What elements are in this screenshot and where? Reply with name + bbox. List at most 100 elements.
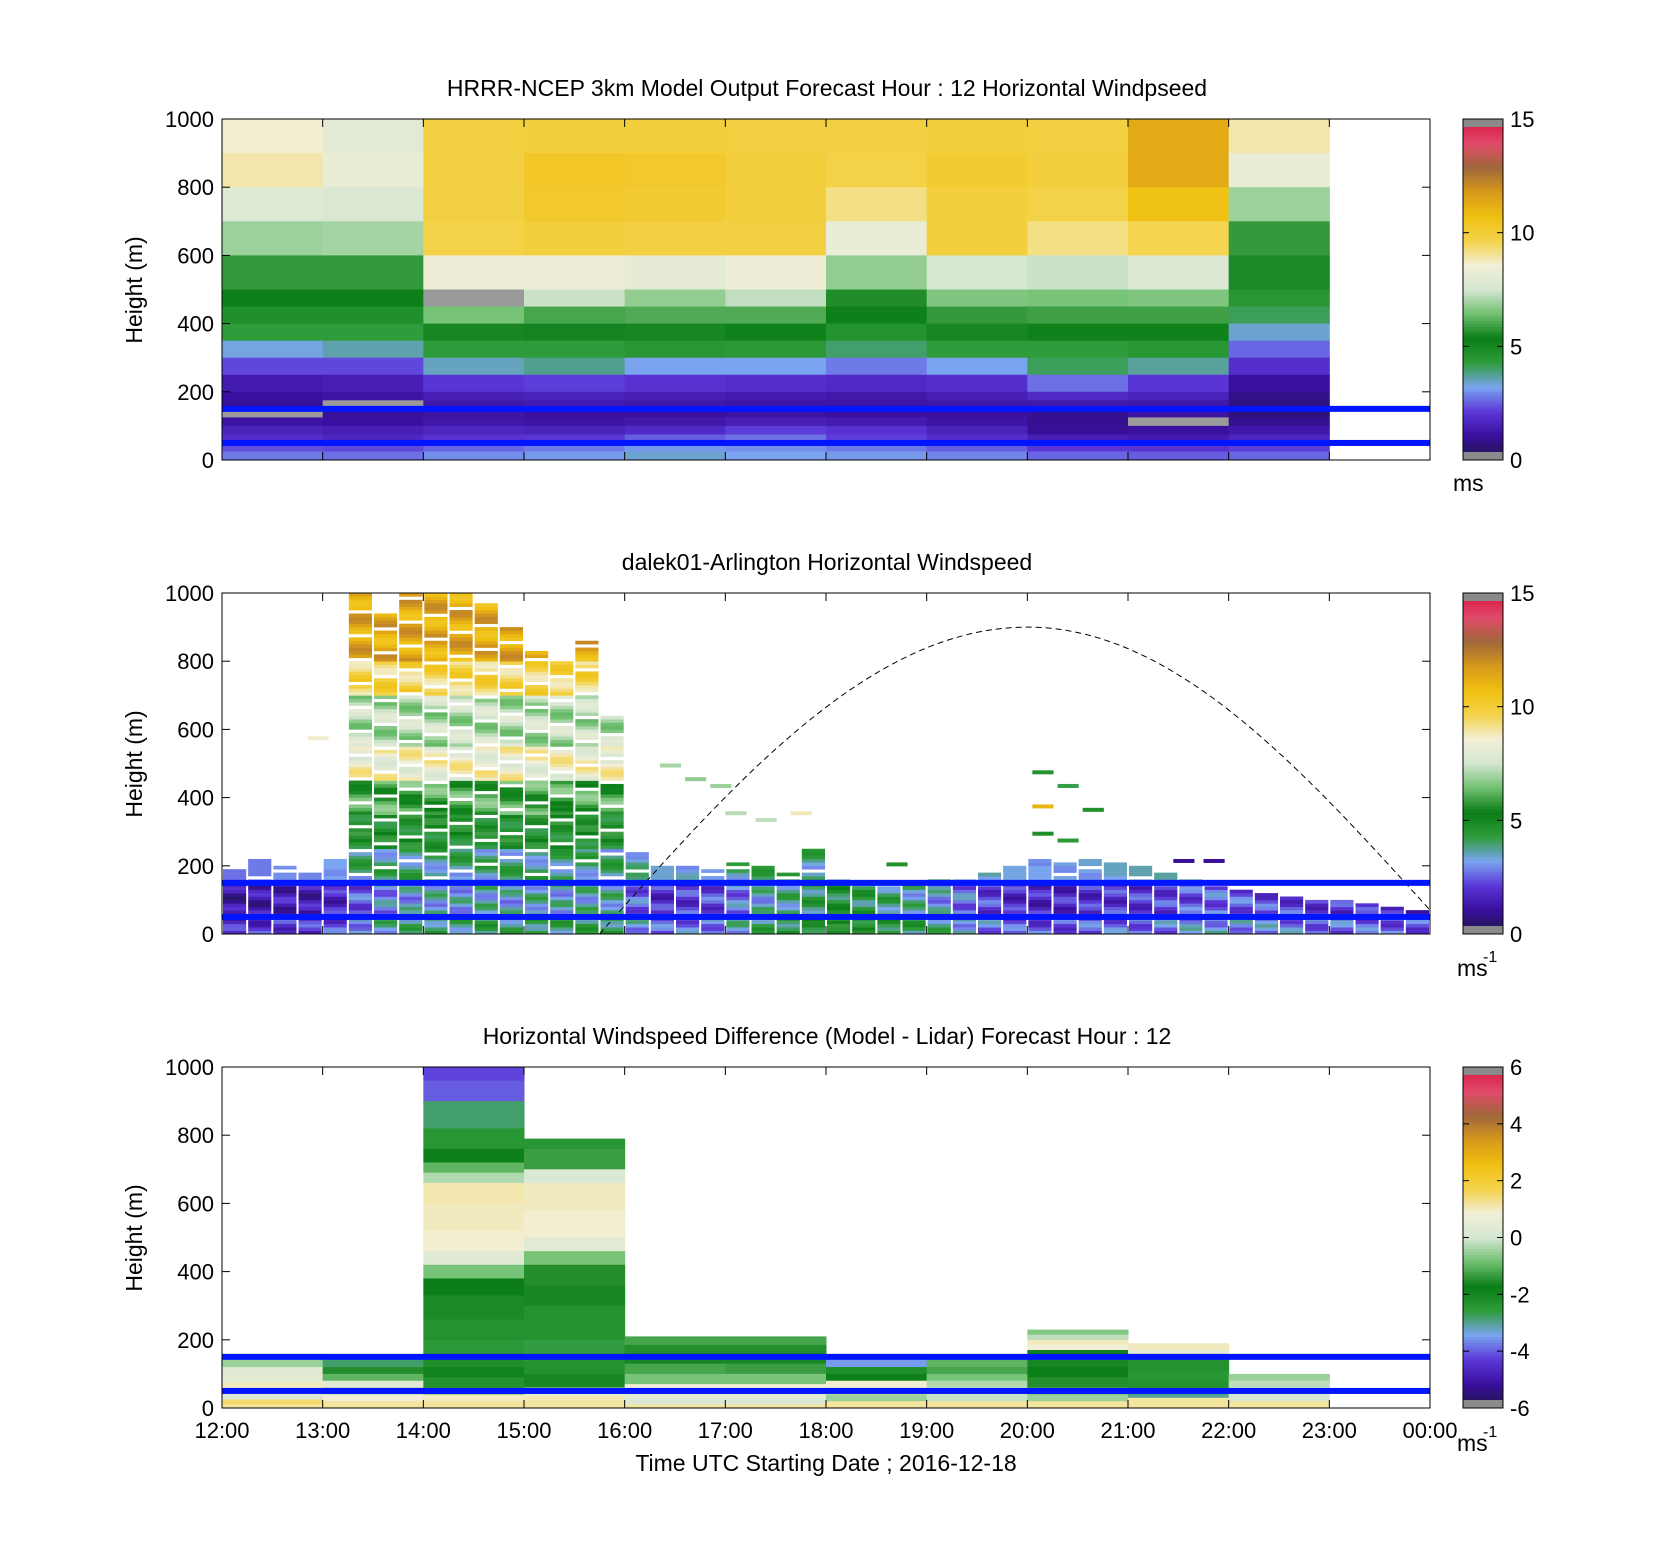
lidar-cell: [424, 889, 448, 894]
lidar-cell: [600, 722, 624, 727]
colorbar-segment: [1463, 366, 1503, 370]
lidar-cell: [550, 702, 574, 706]
lidar-cell: [273, 923, 297, 928]
lidar-cell: [575, 903, 599, 908]
model-cell: [826, 408, 928, 418]
colorbar-segment: [1463, 377, 1503, 381]
lidar-cell: [801, 862, 825, 867]
colorbar-segment: [1463, 1356, 1503, 1361]
lidar-cell: [827, 920, 851, 925]
lidar-cell: [348, 644, 372, 648]
lidar-cell: [676, 930, 700, 935]
colorbar-segment: [1463, 224, 1503, 228]
lidar-cell: [575, 869, 599, 873]
lidar-cell: [374, 637, 398, 642]
lidar-cell: [525, 865, 549, 870]
lidar-cell: [1204, 896, 1228, 901]
lidar-cell: [952, 910, 976, 914]
lidar-cell: [374, 821, 398, 826]
difference-cell: [725, 1390, 827, 1399]
lidar-cell: [575, 702, 599, 706]
lidar-cell: [525, 910, 549, 914]
lidar-cell: [348, 715, 372, 720]
lidar-cell: [1129, 899, 1153, 904]
difference-cell: [524, 1237, 626, 1252]
colorbar-segment: [1463, 400, 1503, 404]
lidar-cell: [726, 872, 750, 877]
y-tick-label: 200: [177, 380, 214, 405]
lidar-cell: [575, 923, 599, 928]
colorbar-segment: [1463, 760, 1503, 764]
model-cell: [826, 391, 928, 401]
lidar-cell: [1078, 872, 1102, 877]
lidar-cell: [374, 807, 398, 812]
lidar-return: [1057, 783, 1079, 788]
lidar-cell: [550, 766, 574, 771]
colorbar-segment: [1463, 1265, 1503, 1270]
lidar-cell: [399, 794, 423, 798]
lidar-cell: [424, 603, 448, 607]
lidar-cell: [575, 661, 599, 665]
lidar-cell: [1003, 865, 1027, 870]
lidar-cell: [575, 773, 599, 778]
model-cell: [1027, 357, 1129, 376]
lidar-cell: [550, 920, 574, 925]
lidar-cell: [474, 835, 498, 839]
lidar-cell: [600, 824, 624, 829]
lidar-cell: [424, 657, 448, 662]
lidar-cell: [1254, 896, 1278, 901]
lidar-cell: [474, 756, 498, 761]
lidar-cell: [1003, 896, 1027, 901]
lidar-cell: [374, 695, 398, 700]
lidar-cell: [650, 872, 674, 877]
model-cell: [322, 417, 424, 427]
lidar-cell: [1103, 869, 1127, 873]
lidar-cell: [374, 927, 398, 931]
lidar-cell: [1028, 903, 1052, 908]
colorbar-segment: [1463, 791, 1503, 796]
lidar-cell: [701, 903, 725, 908]
model-cell: [1128, 374, 1230, 393]
lidar-cell: [348, 739, 372, 744]
difference-cell: [322, 1367, 424, 1375]
lidar-cell: [801, 923, 825, 928]
lidar-cell: [726, 862, 750, 867]
colorbar-segment: [1463, 184, 1503, 188]
colorbar-segment: [1463, 1075, 1503, 1079]
lidar-cell: [575, 818, 599, 822]
lidar-cell: [525, 671, 549, 676]
lidar-cell: [801, 930, 825, 935]
lidar-cell: [399, 797, 423, 802]
lidar-cell: [902, 899, 926, 904]
lidar-cell: [374, 824, 398, 829]
lidar-cell: [499, 678, 523, 682]
lidar-cell: [575, 855, 599, 860]
lidar-cell: [1154, 876, 1178, 880]
lidar-cell: [248, 930, 272, 935]
lidar-cell: [550, 821, 574, 826]
colorbar-segment: [1463, 397, 1503, 401]
lidar-cell: [600, 729, 624, 734]
colorbar-segment: [1463, 916, 1503, 921]
lidar-cell: [1154, 920, 1178, 925]
lidar-cell: [374, 760, 398, 764]
model-cell: [624, 400, 726, 410]
lidar-cell: [550, 753, 574, 757]
lidar-cell: [1254, 893, 1278, 897]
colorbar-segment: [1463, 911, 1503, 915]
colorbar-segment: [1463, 777, 1503, 781]
difference-cell: [524, 1305, 626, 1341]
colorbar-segment: [1463, 326, 1503, 330]
colorbar-tick-label: 5: [1510, 808, 1522, 833]
lidar-cell: [600, 920, 624, 925]
lidar-cell: [474, 664, 498, 669]
model-cell: [1228, 306, 1330, 325]
lidar-cell: [676, 889, 700, 894]
difference-cell: [222, 1358, 324, 1368]
lidar-cell: [978, 927, 1002, 931]
lidar-cell: [1053, 903, 1077, 908]
panel-difference-x-ticks: 12:00 13:00 14:00 15:00 16:00 17:00 18:00 19:00…: [194, 1067, 1458, 1443]
lidar-cell: [575, 708, 599, 713]
colorbar-segment: [1463, 226, 1503, 231]
model-cell: [1228, 357, 1330, 376]
